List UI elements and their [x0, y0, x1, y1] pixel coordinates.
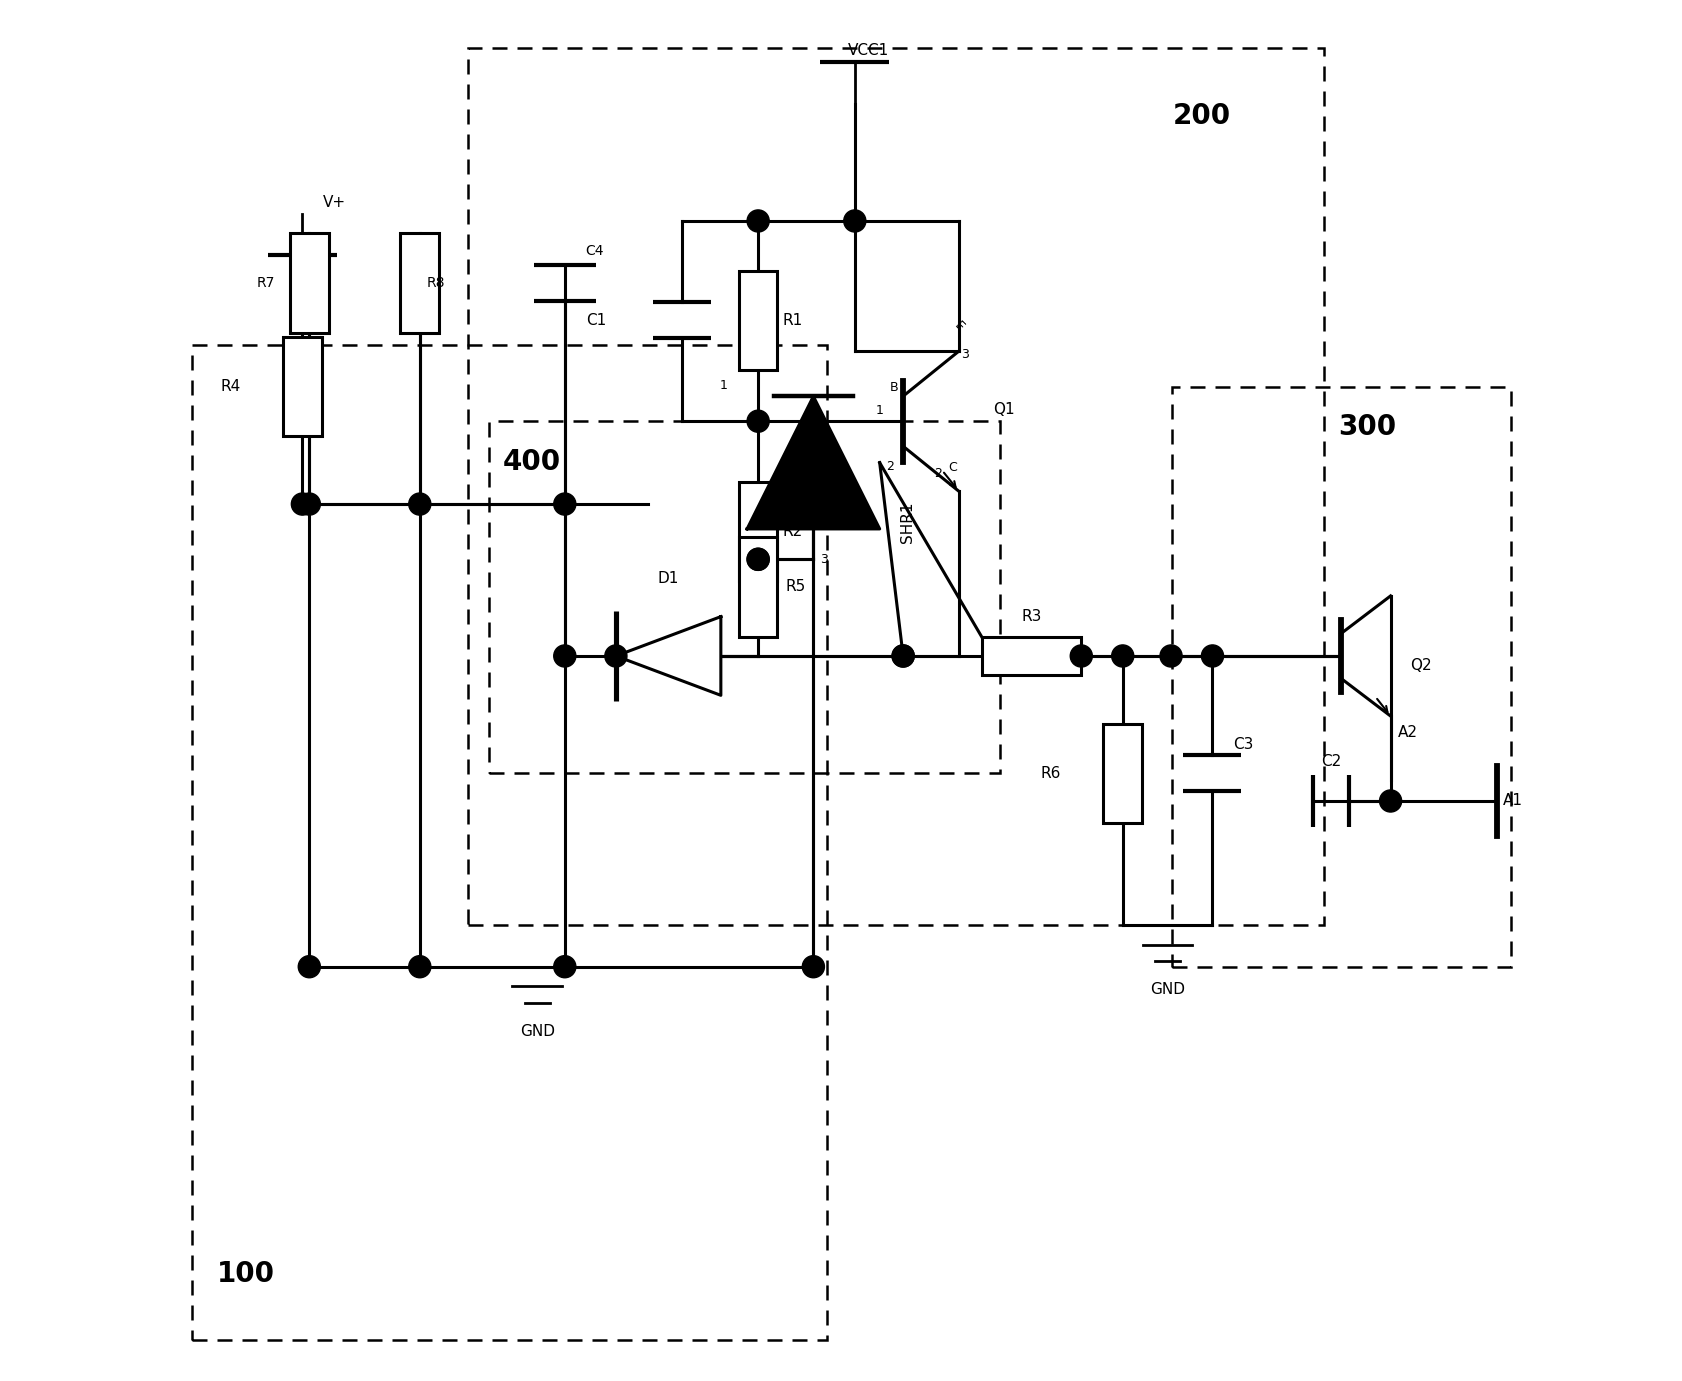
Text: SHR1: SHR1 [900, 501, 915, 543]
Bar [738, 271, 777, 370]
Text: 2: 2 [934, 467, 942, 481]
Text: 200: 200 [1172, 102, 1231, 130]
Circle shape [844, 210, 866, 232]
Text: VCC1: VCC1 [848, 43, 890, 58]
Text: A2: A2 [1398, 725, 1418, 740]
Bar [283, 337, 321, 436]
Bar [400, 233, 439, 333]
Bar [738, 482, 777, 581]
Text: R7: R7 [256, 276, 274, 290]
Text: R6: R6 [1039, 766, 1061, 780]
Circle shape [1379, 790, 1401, 812]
Text: Q1: Q1 [994, 402, 1014, 417]
Circle shape [891, 645, 915, 667]
Text: 1: 1 [876, 405, 883, 417]
Text: R8: R8 [427, 276, 446, 290]
Text: C2: C2 [1320, 754, 1341, 769]
Circle shape [553, 493, 575, 515]
Circle shape [606, 645, 627, 667]
Text: GND: GND [1150, 982, 1186, 997]
Text: C1: C1 [585, 313, 606, 327]
Text: 300: 300 [1339, 413, 1396, 441]
Text: 100: 100 [217, 1259, 274, 1287]
Circle shape [409, 956, 431, 978]
Circle shape [747, 548, 769, 570]
Text: R4: R4 [220, 380, 241, 394]
Text: 2: 2 [886, 460, 895, 472]
Text: C: C [947, 460, 957, 474]
Circle shape [1161, 645, 1182, 667]
Text: Q2: Q2 [1410, 657, 1431, 673]
Circle shape [298, 956, 320, 978]
Text: E: E [952, 319, 967, 333]
Bar [489, 421, 999, 773]
Circle shape [291, 493, 313, 515]
Text: 3: 3 [962, 348, 969, 360]
Bar [289, 233, 328, 333]
Circle shape [747, 210, 769, 232]
Circle shape [747, 548, 769, 570]
Text: B: B [890, 381, 898, 394]
Circle shape [1201, 645, 1223, 667]
Text: 3: 3 [821, 554, 828, 566]
Bar [982, 637, 1082, 675]
Circle shape [1112, 645, 1134, 667]
Text: R3: R3 [1021, 609, 1041, 624]
Text: C4: C4 [585, 244, 604, 258]
Text: A1: A1 [1502, 794, 1522, 808]
Text: R1: R1 [784, 313, 804, 327]
Circle shape [891, 645, 915, 667]
Circle shape [553, 956, 575, 978]
Circle shape [1070, 645, 1092, 667]
Text: C3: C3 [1233, 736, 1253, 751]
Text: R2: R2 [784, 525, 804, 539]
Bar [192, 345, 828, 1340]
Circle shape [553, 645, 575, 667]
Polygon shape [616, 616, 722, 696]
Circle shape [298, 493, 320, 515]
Circle shape [409, 493, 431, 515]
Text: GND: GND [520, 1023, 555, 1039]
Text: 400: 400 [503, 447, 560, 475]
Bar [738, 537, 777, 637]
Circle shape [802, 956, 824, 978]
Text: R5: R5 [785, 580, 806, 594]
Bar [468, 48, 1324, 925]
Bar [1103, 724, 1142, 823]
Text: 1: 1 [720, 380, 727, 392]
Circle shape [747, 410, 769, 432]
Polygon shape [747, 396, 880, 529]
Bar [1172, 387, 1510, 967]
Text: D1: D1 [658, 570, 680, 586]
Text: V+: V+ [323, 195, 346, 210]
